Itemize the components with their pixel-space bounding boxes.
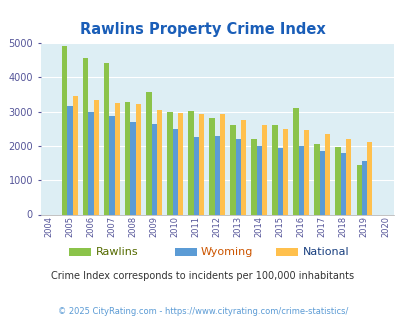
Bar [83,58,88,214]
Bar [298,146,303,214]
Text: National: National [302,247,348,257]
Bar [324,134,329,214]
Bar [88,112,94,214]
Bar [167,112,172,214]
Bar [272,125,277,214]
Bar [62,46,67,214]
Bar [146,92,151,214]
Bar [277,148,282,214]
Bar [109,116,115,214]
Bar [235,139,240,214]
Text: Crime Index corresponds to incidents per 100,000 inhabitants: Crime Index corresponds to incidents per… [51,271,354,280]
Bar [172,129,177,214]
Bar [125,102,130,214]
Bar [256,146,261,214]
Bar [293,108,298,214]
Bar [219,114,224,214]
Bar [214,136,219,214]
Bar [209,118,214,214]
Bar [366,142,371,214]
Bar [251,139,256,214]
Bar [361,161,366,215]
Bar [303,130,309,214]
Bar [319,151,324,214]
Bar [72,96,78,214]
Bar [135,104,141,214]
Bar [335,147,340,214]
Bar [151,124,156,214]
Bar [130,122,135,214]
Bar [156,110,162,214]
Bar [198,114,204,214]
Bar [314,144,319,214]
Bar [261,125,266,214]
Bar [188,111,193,214]
Bar [193,137,198,214]
Bar [177,113,183,214]
Bar [282,129,288,214]
Bar [240,120,245,214]
Text: Rawlins: Rawlins [95,247,138,257]
Bar [115,103,119,214]
Bar [345,139,350,214]
Bar [340,153,345,214]
Bar [104,63,109,214]
Bar [230,125,235,214]
Bar [94,100,99,214]
Bar [356,165,361,214]
Text: Wyoming: Wyoming [200,247,253,257]
Text: © 2025 CityRating.com - https://www.cityrating.com/crime-statistics/: © 2025 CityRating.com - https://www.city… [58,307,347,316]
Text: Rawlins Property Crime Index: Rawlins Property Crime Index [80,22,325,37]
Bar [67,106,72,214]
